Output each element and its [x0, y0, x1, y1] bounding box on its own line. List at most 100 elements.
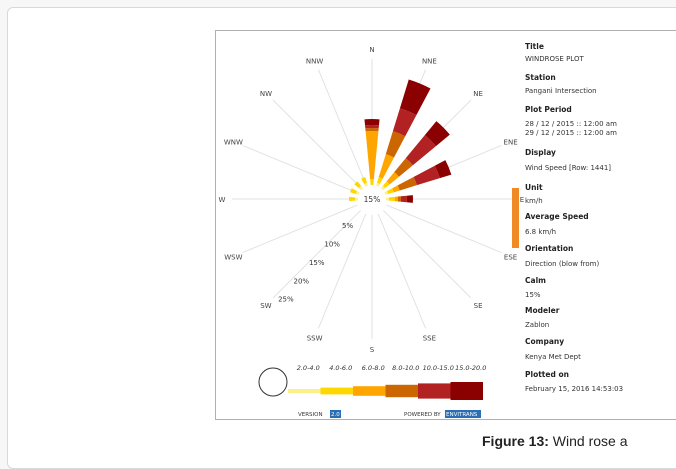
wedge-nnw-bin-1	[364, 182, 368, 187]
direction-label-wsw: WSW	[224, 253, 242, 261]
direction-label-nne: NNE	[422, 57, 437, 65]
grid-line-ese	[386, 204, 502, 254]
wedge-e-bin-3	[394, 196, 398, 202]
side-tab	[512, 188, 519, 248]
wedge-n-bin-3	[365, 131, 379, 180]
company-value: Kenya Met Dept	[525, 353, 581, 361]
avg-value: 6.8 km/h	[525, 228, 557, 236]
direction-label-ese: ESE	[504, 253, 517, 261]
period-end: 29 / 12 / 2015 :: 12:00 am	[525, 129, 617, 137]
title-value: WINDROSE PLOT	[525, 55, 584, 63]
legend-label-3: 6.0-8.0	[362, 364, 385, 372]
direction-label-sw: SW	[260, 302, 271, 310]
wedge-ene-bin-2	[387, 188, 394, 195]
wedge-ene-bin-6	[434, 160, 452, 179]
ring-label: 15%	[309, 259, 325, 267]
wedge-w-bin-1	[355, 197, 359, 201]
wedge-e-bin-1	[385, 197, 389, 201]
wedge-ene-bin-4	[397, 177, 417, 191]
legend-label-2: 4.0-6.0	[329, 364, 352, 372]
wedge-w-bin-2	[349, 196, 356, 202]
wedge-nne-bin-2	[376, 177, 383, 184]
wedge-nne-bin-6	[399, 79, 431, 116]
version-value: 2.0	[331, 412, 340, 418]
wedge-e-bin-4	[397, 196, 401, 202]
wedge-e-bin-5	[400, 195, 407, 203]
grid-line-nw	[272, 99, 362, 189]
grid-line-ssw	[317, 213, 367, 329]
wedge-ne-bin-1	[380, 185, 386, 191]
grid-line-se	[382, 209, 472, 299]
wedge-wnw-bin-1	[355, 191, 360, 195]
wedge-nne-bin-5	[392, 108, 417, 137]
orientation-label: Orientation	[525, 244, 574, 253]
wedge-n-bin-5	[365, 125, 379, 129]
windrose-chart: N NNE NE ENE E ESE SE SSE S SSW SW WSW W WNW NW NNW 5% 10…	[219, 46, 524, 418]
modeler-label: Modeler	[525, 306, 560, 315]
legend-bar-4	[385, 384, 418, 398]
legend-bar-3	[353, 386, 386, 396]
title-label: Title	[525, 42, 544, 51]
wedge-ene-bin-1	[384, 191, 389, 195]
powered-badge	[445, 410, 481, 418]
wedge-nne-bin-3	[378, 154, 394, 179]
wedge-ne-bin-2	[382, 181, 390, 189]
wedge-ne-bin-5	[405, 135, 436, 166]
direction-label-e: E	[520, 196, 524, 204]
display-value: Wind Speed [Row: 1441]	[525, 164, 612, 172]
caption-text: Wind rose a	[552, 433, 628, 449]
direction-label-s: S	[370, 346, 375, 354]
legend-bar-1	[288, 389, 321, 393]
direction-label-ssw: SSW	[307, 335, 323, 343]
ring-label: 25%	[278, 296, 294, 304]
direction-label-sse: SSE	[423, 335, 436, 343]
legend-bar-2	[320, 387, 353, 395]
company-label: Company	[525, 337, 565, 346]
wedge-wnw-bin-2	[350, 188, 357, 195]
direction-label-nw: NW	[260, 90, 272, 98]
version-label: VERSION	[298, 412, 323, 418]
direction-label-ne: NE	[473, 90, 483, 98]
legend-label-4: 8.0-10.0	[392, 364, 419, 372]
wedge-ne-bin-6	[424, 121, 450, 147]
period-label: Plot Period	[525, 105, 572, 114]
wedge-nne-bin-1	[376, 182, 380, 187]
legend-label-1: 2.0-4.0	[297, 364, 320, 372]
wedge-ne-bin-3	[386, 172, 399, 185]
modeler-value: Zablon	[525, 321, 550, 329]
ring-label: 5%	[342, 222, 353, 230]
legend-label-6: 15.0-20.0	[455, 364, 486, 372]
direction-label-se: SE	[474, 302, 483, 310]
wedge-n-bin-2	[370, 178, 374, 186]
grid-line-sse	[377, 213, 427, 329]
calm-label: Calm	[525, 276, 546, 285]
wedge-nw-bin-2	[354, 181, 362, 189]
wedge-e-bin-2	[388, 196, 395, 202]
legend-label-5: 10.0-15.0	[423, 364, 454, 372]
wedge-n-bin-4	[365, 127, 379, 132]
wedge-ene-bin-3	[392, 185, 400, 193]
direction-label-wnw: WNW	[224, 139, 243, 147]
direction-label-nnw: NNW	[306, 57, 323, 65]
orientation-value: Direction (blow from)	[525, 260, 600, 268]
calm-circle	[358, 185, 386, 213]
wedge-nnw-bin-2	[361, 177, 368, 184]
plotted-label: Plotted on	[525, 370, 569, 379]
wedge-n-bin-6	[364, 118, 380, 126]
period-start: 28 / 12 / 2015 :: 12:00 am	[525, 120, 617, 128]
version-badge	[330, 410, 341, 418]
direction-label-w: W	[219, 196, 226, 204]
display-label: Display	[525, 148, 556, 157]
direction-label-ene: ENE	[504, 139, 518, 147]
calm-center-label: 15%	[364, 195, 381, 204]
powered-label: POWERED BY	[404, 412, 441, 418]
unit-label: Unit	[525, 183, 543, 192]
windrose-figure: N NNE NE ENE E ESE SE SSE S SSW SW WSW W WNW NW NNW 5% 10…	[215, 30, 676, 420]
ring-label: 10%	[324, 240, 340, 248]
grid-line-sw	[272, 209, 362, 299]
grid-line-nnw	[317, 69, 367, 185]
wedge-nw-bin-1	[358, 185, 364, 191]
powered-value: ENVITRANS	[446, 412, 478, 418]
calm-value: 15%	[525, 291, 541, 299]
wedge-nne-bin-4	[385, 131, 406, 158]
